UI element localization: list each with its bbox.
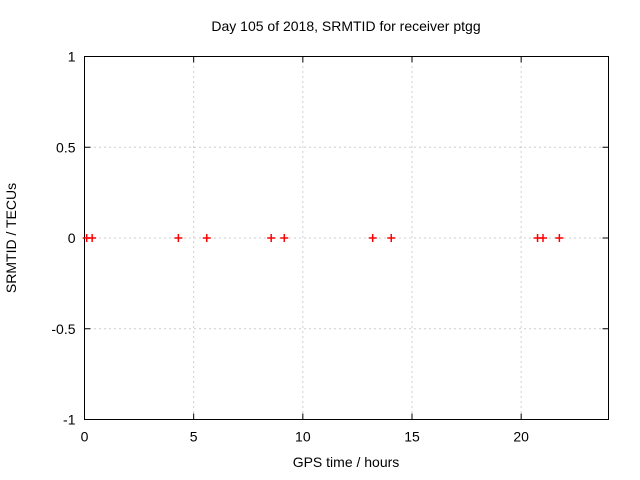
data-points	[82, 234, 564, 242]
x-tick-label: 10	[295, 429, 311, 445]
y-tick-label: -0.5	[51, 321, 75, 337]
y-tick-label: 0.5	[56, 139, 76, 155]
x-tick-label: 15	[404, 429, 420, 445]
x-tick-label: 20	[513, 429, 529, 445]
data-point-marker	[88, 234, 97, 242]
x-tick-label: 0	[81, 429, 89, 445]
chart-title: Day 105 of 2018, SRMTID for receiver ptg…	[211, 18, 480, 34]
x-axis-label: GPS time / hours	[293, 454, 400, 470]
data-point-marker	[280, 234, 289, 242]
x-tick-label: 5	[190, 429, 198, 445]
data-point-marker	[202, 234, 211, 242]
y-tick-label: 0	[68, 230, 76, 246]
data-point-marker	[174, 234, 183, 242]
data-point-marker	[555, 234, 564, 242]
y-tick-label: 1	[68, 49, 76, 65]
data-point-marker	[539, 234, 547, 242]
y-tick-label: -1	[63, 412, 76, 428]
gridlines	[84, 56, 609, 420]
data-point-marker	[267, 234, 276, 242]
tick-labels: 0 5 10 15 20 -1 -0.5 0 0.5 1	[51, 49, 529, 445]
data-point-marker	[368, 234, 377, 242]
data-point-marker	[387, 234, 396, 242]
y-axis-label: SRMTID / TECUs	[3, 183, 19, 293]
